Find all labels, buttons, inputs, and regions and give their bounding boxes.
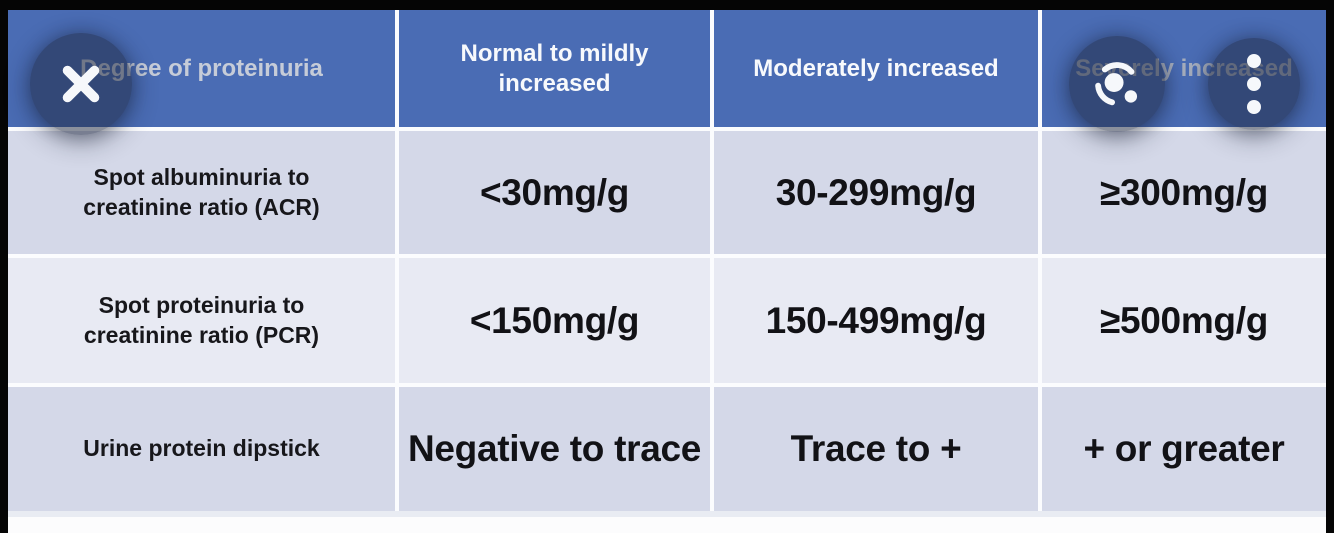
header-normal-to-mildly-increased: Normal to mildly increased: [399, 10, 710, 127]
close-button[interactable]: [30, 33, 132, 135]
x-icon: [54, 57, 108, 111]
dipstick-moderate-value: Trace to +: [714, 387, 1038, 511]
dipstick-severe-value: + or greater: [1042, 387, 1326, 511]
kebab-menu-icon: [1244, 51, 1264, 117]
row-label-acr: Spot albuminuria to creatinine ratio (AC…: [8, 131, 395, 254]
pcr-severe-value: ≥500mg/g: [1042, 258, 1326, 383]
dipstick-normal-value: Negative to trace: [399, 387, 710, 511]
screen-capture-button[interactable]: [1069, 36, 1165, 132]
acr-severe-value: ≥300mg/g: [1042, 131, 1326, 254]
acr-moderate-value: 30-299mg/g: [714, 131, 1038, 254]
acr-normal-value: <30mg/g: [399, 131, 710, 254]
table-bottom-border: [8, 511, 1326, 517]
screen-capture-icon: [1082, 49, 1152, 119]
pcr-normal-value: <150mg/g: [399, 258, 710, 383]
row-label-dipstick: Urine protein dipstick: [8, 387, 395, 511]
more-options-button[interactable]: [1208, 38, 1300, 130]
header-moderately-increased: Moderately increased: [714, 10, 1038, 127]
row-label-pcr: Spot proteinuria to creatinine ratio (PC…: [8, 258, 395, 383]
pcr-moderate-value: 150-499mg/g: [714, 258, 1038, 383]
